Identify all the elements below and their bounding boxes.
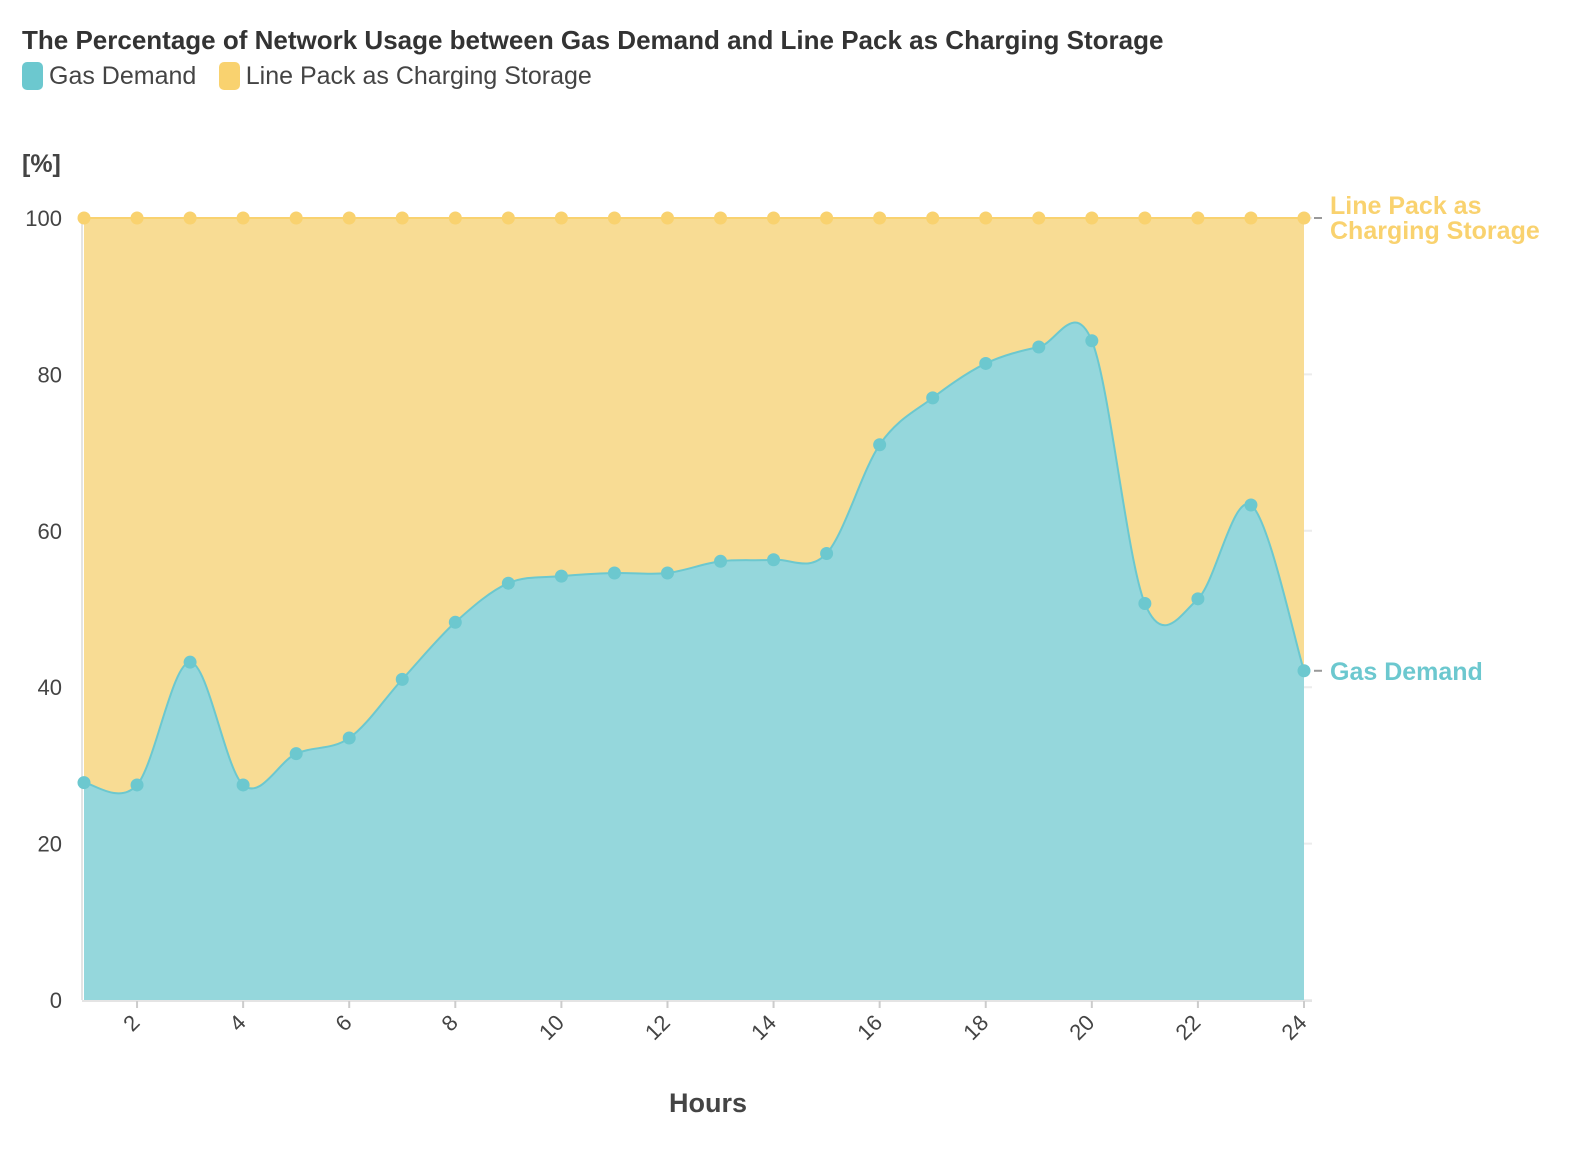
point-gas-demand-12 <box>660 566 674 580</box>
point-line-pack-7 <box>395 211 409 225</box>
point-line-pack-12 <box>660 211 674 225</box>
point-gas-demand-18 <box>979 356 993 370</box>
x-tick-label-3: 8 <box>437 1010 463 1036</box>
point-gas-demand-2 <box>130 778 144 792</box>
point-gas-demand-13 <box>714 554 728 568</box>
point-line-pack-21 <box>1138 211 1152 225</box>
y-tick-label-1: 20 <box>38 832 62 857</box>
x-tick-label-10: 22 <box>1170 1010 1205 1045</box>
area-gas-demand <box>84 322 1304 1001</box>
point-line-pack-11 <box>607 211 621 225</box>
point-gas-demand-9 <box>501 576 515 590</box>
y-axis-label: [%] <box>22 150 61 178</box>
point-gas-demand-11 <box>607 566 621 580</box>
point-gas-demand-23 <box>1244 498 1258 512</box>
point-gas-demand-5 <box>289 747 303 761</box>
end-label-line-pack-1: Line Pack as <box>1330 192 1481 220</box>
chart-header: The Percentage of Network Usage between … <box>22 22 1362 94</box>
x-tick-label-6: 14 <box>746 1010 781 1045</box>
x-tick-label-9: 20 <box>1064 1010 1099 1045</box>
point-line-pack-2 <box>130 211 144 225</box>
point-gas-demand-19 <box>1032 340 1046 354</box>
legend-item-gas-demand[interactable]: Gas Demand <box>22 58 196 94</box>
point-gas-demand-1 <box>77 776 91 790</box>
x-axis-label: Hours <box>669 1088 747 1118</box>
point-line-pack-1 <box>77 211 91 225</box>
x-tick-label-8: 18 <box>958 1010 993 1045</box>
x-tick-label-2: 6 <box>330 1010 356 1036</box>
point-line-pack-20 <box>1085 211 1099 225</box>
point-gas-demand-22 <box>1191 592 1205 606</box>
x-tick-label-7: 16 <box>852 1010 887 1045</box>
legend-label-gas-demand: Gas Demand <box>49 62 197 90</box>
point-line-pack-10 <box>554 211 568 225</box>
point-gas-demand-10 <box>554 569 568 583</box>
y-tick-label-4: 80 <box>38 362 62 387</box>
x-tick-label-0: 2 <box>118 1010 144 1036</box>
point-gas-demand-21 <box>1138 597 1152 611</box>
point-line-pack-23 <box>1244 211 1258 225</box>
legend-label-line-pack: Line Pack as Charging Storage <box>245 62 592 90</box>
point-line-pack-5 <box>289 211 303 225</box>
point-line-pack-13 <box>714 211 728 225</box>
x-tick-label-11: 24 <box>1277 1010 1312 1045</box>
legend-swatch-line-pack <box>218 62 240 90</box>
point-line-pack-24 <box>1297 211 1311 225</box>
y-tick-label-2: 40 <box>38 675 62 700</box>
end-label-line-pack-2: Charging Storage <box>1330 217 1540 245</box>
point-gas-demand-4 <box>236 778 250 792</box>
point-gas-demand-14 <box>767 553 781 567</box>
point-line-pack-14 <box>767 211 781 225</box>
y-tick-label-3: 60 <box>38 519 62 544</box>
y-tick-label-5: 100 <box>25 206 62 231</box>
point-gas-demand-16 <box>873 438 887 452</box>
point-gas-demand-8 <box>448 615 462 629</box>
area-layer <box>83 217 1305 1001</box>
point-line-pack-3 <box>183 211 197 225</box>
point-gas-demand-15 <box>820 546 834 560</box>
point-gas-demand-17 <box>926 391 940 405</box>
point-line-pack-19 <box>1032 211 1046 225</box>
point-gas-demand-24 <box>1297 664 1311 678</box>
chart-title: The Percentage of Network Usage between … <box>22 25 1164 55</box>
line-gas-demand <box>83 321 1305 795</box>
x-tick-label-1: 4 <box>224 1010 250 1036</box>
point-gas-demand-6 <box>342 731 356 745</box>
point-line-pack-17 <box>926 211 940 225</box>
point-line-pack-18 <box>979 211 993 225</box>
end-label-gas-demand: Gas Demand <box>1330 658 1483 686</box>
point-line-pack-16 <box>873 211 887 225</box>
point-line-pack-15 <box>820 211 834 225</box>
x-tick-label-4: 10 <box>534 1010 569 1045</box>
x-tick-label-5: 12 <box>640 1010 675 1045</box>
point-line-pack-8 <box>448 211 462 225</box>
point-line-pack-22 <box>1191 211 1205 225</box>
y-tick-label-0: 0 <box>50 988 62 1013</box>
point-gas-demand-3 <box>183 655 197 669</box>
point-line-pack-6 <box>342 211 356 225</box>
point-line-pack-9 <box>501 211 515 225</box>
legend-item-line-pack[interactable]: Line Pack as Charging Storage <box>218 58 592 94</box>
point-gas-demand-20 <box>1085 334 1099 348</box>
point-layer <box>77 211 1311 792</box>
point-line-pack-4 <box>236 211 250 225</box>
point-gas-demand-7 <box>395 672 409 686</box>
legend-swatch-gas-demand <box>22 62 43 90</box>
